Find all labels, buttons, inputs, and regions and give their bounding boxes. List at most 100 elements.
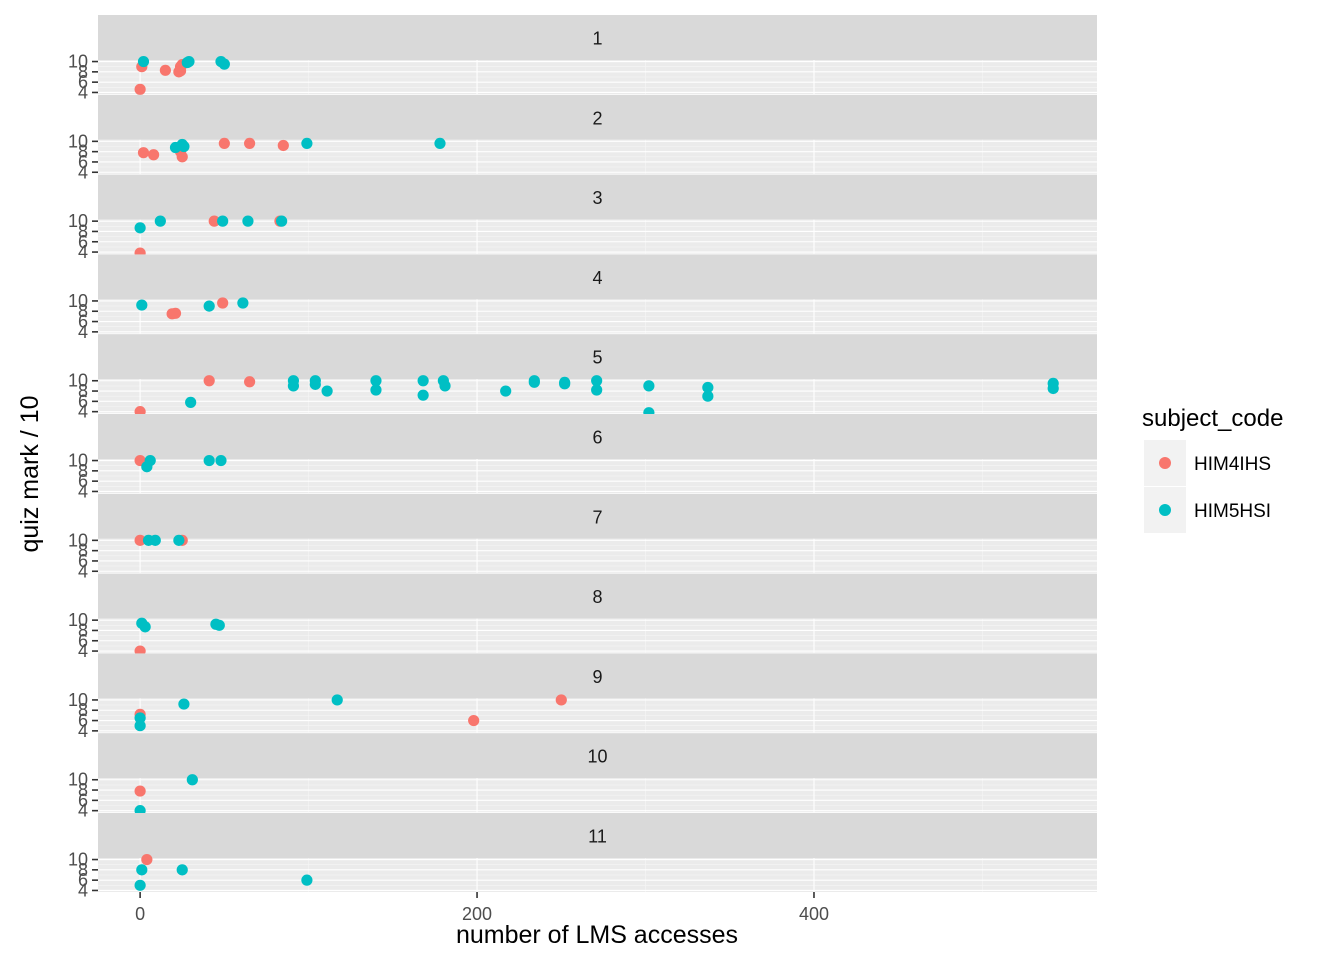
data-point — [176, 864, 188, 876]
y-tick-label: 8 — [78, 301, 88, 321]
data-point — [169, 307, 182, 319]
data-point — [154, 215, 166, 227]
facet-strip — [98, 414, 1097, 459]
y-tick-label: 10 — [68, 690, 88, 710]
y-tick-label: 6 — [78, 72, 88, 92]
data-point — [173, 534, 185, 546]
y-tick-label: 8 — [78, 700, 88, 720]
data-point — [134, 785, 146, 797]
data-point — [591, 375, 603, 387]
y-tick-label: 6 — [78, 232, 88, 252]
data-point — [500, 385, 512, 397]
facet-strip-label: 5 — [592, 348, 602, 368]
x-tick-label: 0 — [135, 904, 145, 924]
data-point — [1047, 382, 1059, 395]
data-point — [370, 384, 382, 396]
y-tick-label: 6 — [78, 152, 88, 172]
data-point — [208, 215, 220, 227]
legend-key-dot — [1159, 457, 1171, 469]
y-tick-label: 10 — [68, 610, 88, 630]
data-point — [134, 534, 146, 546]
data-point — [242, 215, 254, 227]
y-tick-label: 4 — [78, 561, 88, 581]
facet-strip-label: 10 — [587, 747, 607, 767]
data-point — [528, 376, 540, 388]
y-tick-label: 10 — [68, 770, 88, 790]
data-point — [149, 534, 161, 546]
data-point — [134, 720, 146, 732]
facet-strip-label: 9 — [592, 667, 602, 687]
data-point — [147, 149, 160, 161]
y-tick-label: 6 — [78, 711, 88, 731]
data-point — [203, 454, 215, 467]
data-point — [276, 215, 288, 227]
x-tick-label: 400 — [799, 904, 829, 924]
y-tick-label: 6 — [78, 312, 88, 332]
y-tick-label: 4 — [78, 721, 88, 741]
y-tick-label: 8 — [78, 461, 88, 481]
x-tick-label: 200 — [462, 904, 492, 924]
facet-strip — [98, 254, 1097, 300]
data-point — [139, 621, 151, 633]
y-tick-label: 8 — [78, 381, 88, 401]
y-tick-label: 4 — [78, 322, 88, 342]
data-point — [439, 380, 451, 392]
facet-strip-label: 4 — [592, 268, 602, 288]
y-tick-label: 4 — [78, 801, 88, 821]
data-point — [203, 375, 215, 387]
data-point — [178, 698, 190, 710]
y-tick-label: 10 — [68, 371, 88, 391]
legend-title: subject_code — [1142, 405, 1283, 432]
y-tick-label: 4 — [78, 481, 88, 501]
data-point — [218, 58, 230, 70]
y-tick-label: 4 — [78, 880, 88, 900]
y-tick-label: 8 — [78, 541, 88, 561]
data-point — [702, 390, 714, 402]
y-tick-label: 4 — [78, 242, 88, 262]
data-point — [244, 376, 256, 388]
y-tick-label: 10 — [68, 291, 88, 311]
facet-strip — [98, 174, 1097, 220]
facet-strip-label: 6 — [592, 428, 602, 448]
data-point — [417, 389, 429, 401]
data-point — [702, 381, 714, 394]
y-tick-label: 10 — [68, 52, 88, 72]
y-tick-label: 6 — [78, 870, 88, 890]
y-tick-label: 4 — [78, 162, 88, 182]
data-point — [185, 396, 197, 408]
data-point — [137, 147, 150, 159]
data-point — [591, 384, 603, 396]
data-point — [244, 137, 256, 150]
legend: subject_code HIM4IHS HIM5HSI — [1142, 405, 1283, 533]
facet-strip-label: 7 — [592, 507, 602, 527]
facet-strip — [98, 493, 1097, 539]
facet-strip-label: 8 — [592, 587, 602, 607]
data-point — [643, 380, 655, 392]
y-tick-label: 8 — [78, 142, 88, 162]
data-point — [309, 378, 321, 390]
y-tick-label: 10 — [68, 850, 88, 870]
y-tick-label: 4 — [78, 641, 88, 661]
facet-strip — [98, 813, 1097, 858]
data-point — [417, 375, 429, 387]
y-tick-label: 8 — [78, 221, 88, 241]
y-tick-label: 6 — [78, 631, 88, 651]
data-point — [136, 299, 148, 311]
data-point — [183, 55, 195, 68]
y-tick-label: 4 — [78, 402, 88, 422]
x-axis-title: number of LMS accesses — [456, 921, 738, 949]
y-tick-label: 4 — [78, 82, 88, 102]
data-point — [321, 385, 333, 397]
y-tick-label: 6 — [78, 391, 88, 411]
data-point — [218, 137, 230, 150]
facet-strip — [98, 573, 1097, 619]
facet-strip-label: 1 — [592, 29, 602, 49]
data-point — [134, 879, 146, 891]
